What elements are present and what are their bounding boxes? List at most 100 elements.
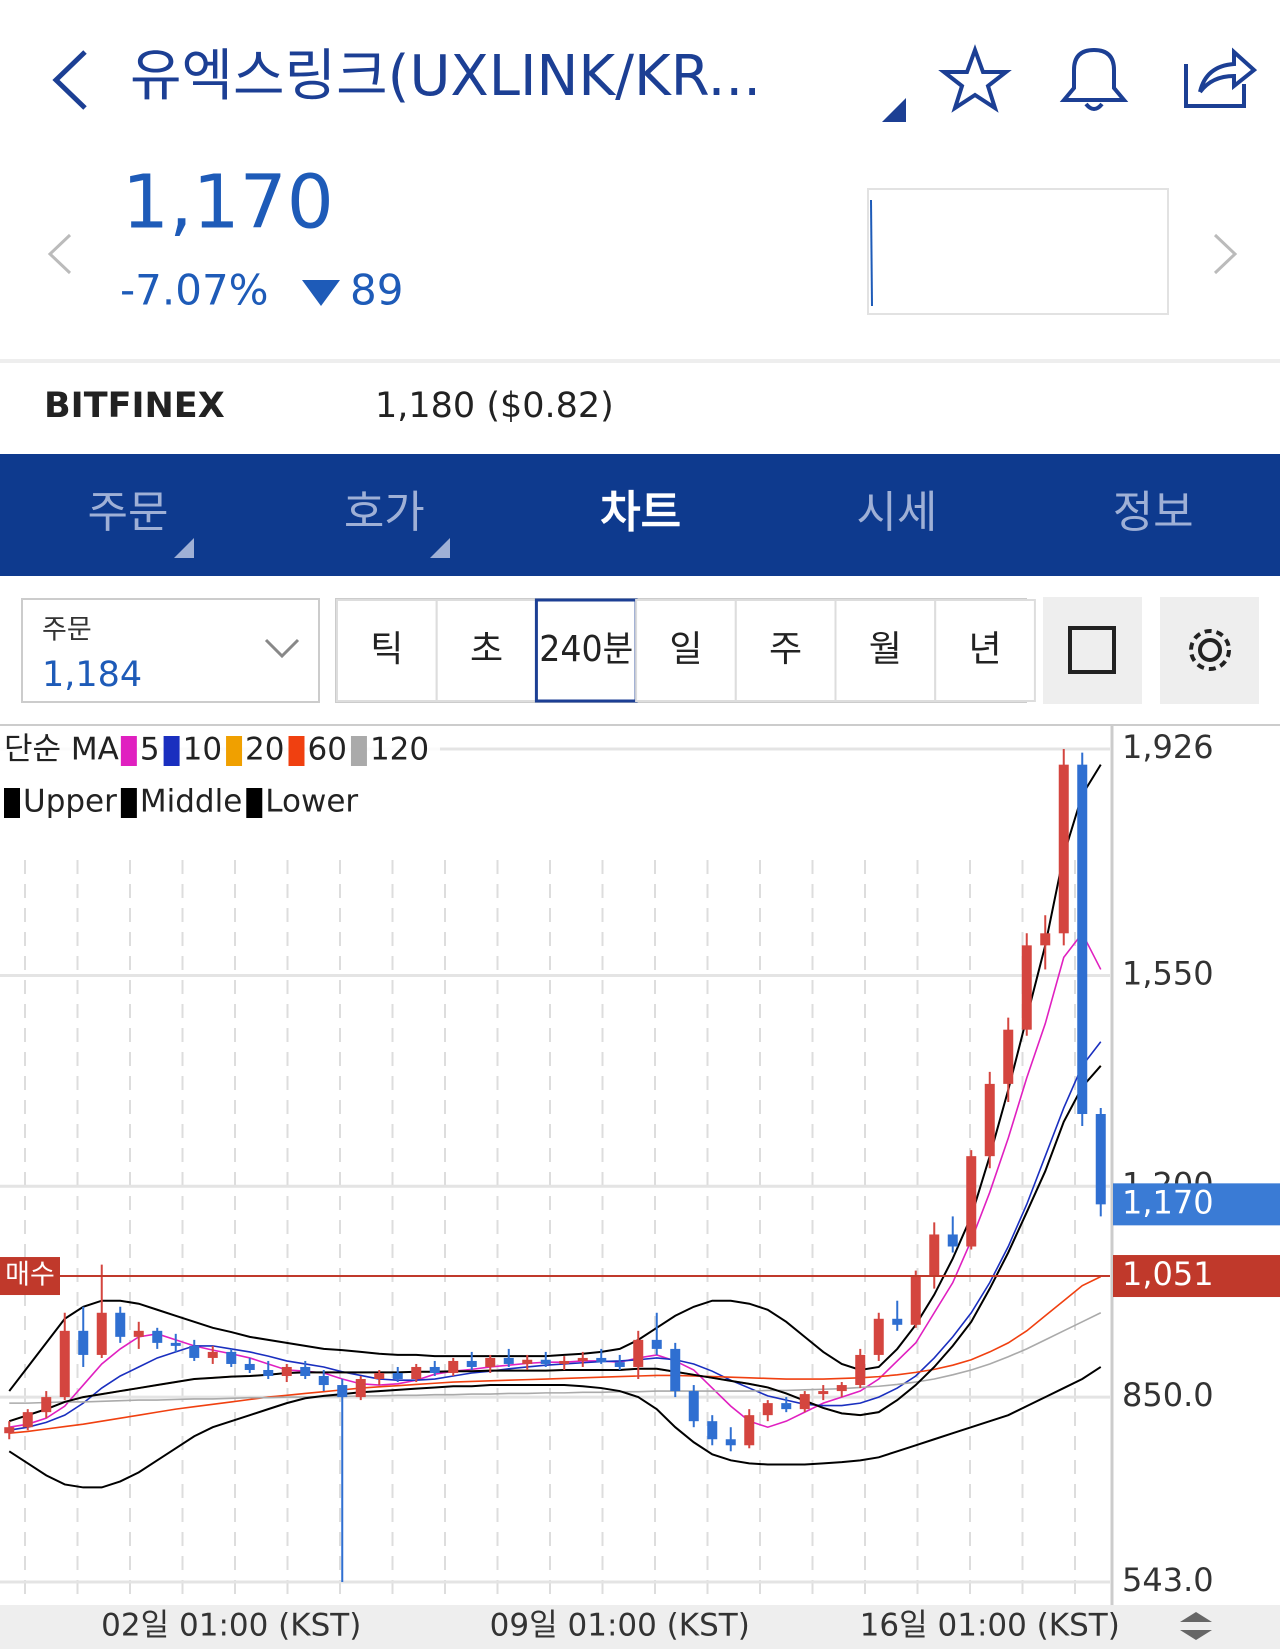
candle-body bbox=[984, 1083, 995, 1157]
x-axis-bar bbox=[0, 1605, 1280, 1649]
candle-body bbox=[1077, 764, 1088, 1115]
candle-body bbox=[429, 1366, 440, 1373]
candle-body bbox=[355, 1379, 366, 1398]
ma-line bbox=[8, 764, 1102, 1392]
candle-body bbox=[503, 1357, 514, 1364]
candle-body bbox=[818, 1391, 829, 1395]
order-dropdown bbox=[264, 638, 300, 659]
candle-body bbox=[799, 1394, 810, 1410]
buy-tag bbox=[0, 1257, 60, 1296]
period-button[interactable] bbox=[734, 599, 837, 702]
candle-body bbox=[226, 1351, 237, 1364]
draw-button[interactable] bbox=[1043, 597, 1142, 704]
legend-swatch bbox=[350, 736, 367, 766]
candle-body bbox=[577, 1357, 588, 1361]
candle-body bbox=[466, 1360, 477, 1367]
legend-title: 단순 MA bbox=[4, 732, 119, 768]
price-tag bbox=[1113, 1183, 1280, 1226]
candle-body bbox=[337, 1385, 348, 1398]
order-value: 1,184 bbox=[42, 655, 142, 695]
legend-swatch bbox=[288, 736, 305, 766]
candle-body bbox=[59, 1330, 70, 1398]
tab-dropdown bbox=[430, 538, 450, 558]
prev-button[interactable] bbox=[47, 233, 72, 275]
candle-body bbox=[744, 1415, 755, 1446]
ma-line bbox=[9, 1312, 1102, 1404]
period-button[interactable] bbox=[635, 599, 737, 702]
ma-line bbox=[8, 1366, 1102, 1489]
mini-chart bbox=[867, 188, 1169, 315]
ma-line bbox=[8, 1065, 1102, 1423]
legend-label: 10 bbox=[183, 732, 222, 768]
title: 유엑스링크(UXLINK/KR... bbox=[130, 44, 761, 109]
legend-label: 60 bbox=[308, 732, 347, 768]
candle-body bbox=[688, 1391, 699, 1422]
back-button[interactable] bbox=[52, 50, 87, 110]
y-tick-label: 850.0 bbox=[1122, 1376, 1214, 1414]
candle-body bbox=[966, 1156, 977, 1247]
candle-body bbox=[170, 1342, 181, 1346]
candle-body bbox=[892, 1318, 903, 1325]
period-button[interactable] bbox=[934, 599, 1036, 702]
candle-body bbox=[411, 1366, 422, 1380]
candle-body bbox=[318, 1376, 329, 1386]
next-button[interactable] bbox=[1213, 233, 1238, 275]
buy-price-tag bbox=[1113, 1255, 1280, 1298]
candle-body bbox=[762, 1403, 773, 1416]
x-tick-label: 09일 01:00 (KST) bbox=[490, 1608, 750, 1644]
candle-body bbox=[448, 1360, 459, 1373]
period-label: 틱 bbox=[370, 629, 403, 670]
tab[interactable]: 호가 bbox=[344, 487, 425, 538]
candle-body bbox=[263, 1369, 274, 1377]
candle-body bbox=[522, 1359, 533, 1364]
candle-body bbox=[189, 1345, 200, 1358]
candle-body bbox=[244, 1363, 255, 1370]
share-icon[interactable] bbox=[1184, 47, 1258, 108]
candle-body bbox=[485, 1357, 496, 1367]
candle-body bbox=[1058, 764, 1069, 934]
candle-body bbox=[670, 1348, 681, 1392]
tab[interactable]: 시세 bbox=[856, 487, 937, 538]
legend-label: 120 bbox=[370, 732, 429, 768]
period-button[interactable] bbox=[834, 599, 937, 702]
candle-body bbox=[1003, 1029, 1014, 1084]
scroll-icon[interactable] bbox=[1180, 1612, 1212, 1622]
candle-body bbox=[781, 1403, 792, 1410]
period-label: 초 bbox=[470, 629, 503, 670]
y-tick-label: 1,926 bbox=[1122, 728, 1214, 766]
tab[interactable]: 주문 bbox=[88, 487, 169, 538]
title-dropdown[interactable] bbox=[882, 98, 906, 122]
x-tick-label: 16일 01:00 (KST) bbox=[860, 1608, 1120, 1644]
candle-body bbox=[78, 1330, 89, 1355]
period-label: 주 bbox=[769, 629, 802, 670]
order-box[interactable] bbox=[21, 598, 320, 703]
period-button[interactable] bbox=[534, 598, 638, 703]
legend-swatch bbox=[120, 788, 137, 818]
period-label: 년 bbox=[968, 629, 1001, 670]
candle-body bbox=[559, 1360, 570, 1364]
candle-body bbox=[281, 1366, 292, 1377]
exchange-price: 1,180 ($0.82) bbox=[375, 386, 614, 426]
period-label: 240분 bbox=[539, 629, 633, 670]
favorite-icon[interactable] bbox=[938, 44, 1012, 113]
settings-button[interactable] bbox=[1160, 597, 1259, 704]
price-tag-label: 1,170 bbox=[1122, 1183, 1214, 1221]
candle-body bbox=[374, 1372, 385, 1380]
y-tick-label: 543.0 bbox=[1122, 1561, 1214, 1599]
alarm-icon[interactable] bbox=[1059, 47, 1129, 111]
candle-body bbox=[836, 1385, 847, 1392]
buy-price-label: 1,051 bbox=[1122, 1255, 1214, 1293]
candle-body bbox=[707, 1421, 718, 1440]
legend-swatch bbox=[163, 736, 180, 766]
candle-body bbox=[910, 1276, 921, 1325]
legend-label: 20 bbox=[245, 732, 284, 768]
candle-body bbox=[96, 1312, 107, 1355]
candle-body bbox=[725, 1439, 736, 1446]
period-button[interactable] bbox=[336, 599, 438, 702]
tab[interactable]: 차트 bbox=[600, 487, 681, 538]
ma-line bbox=[9, 931, 1102, 1429]
tab-dropdown bbox=[174, 538, 194, 558]
tab[interactable]: 정보 bbox=[1113, 487, 1194, 538]
change-pct: -7.07% bbox=[120, 266, 269, 315]
scroll-icon[interactable] bbox=[1180, 1630, 1212, 1640]
